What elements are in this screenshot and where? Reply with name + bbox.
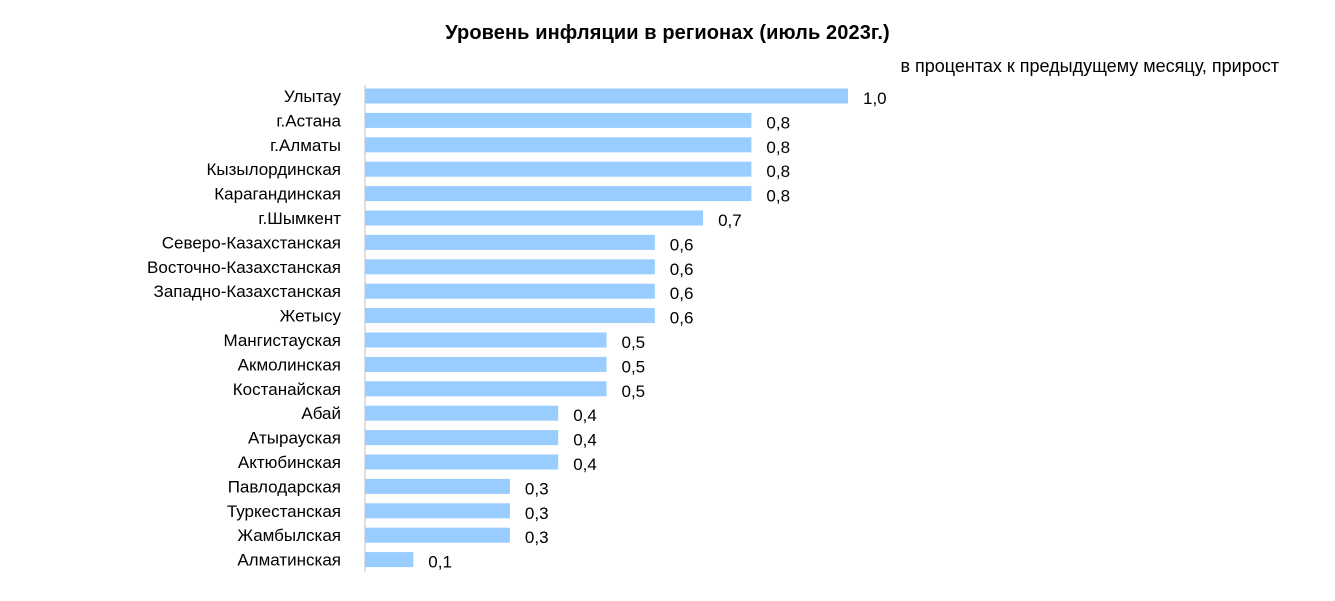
value-label-17: 0,3	[525, 504, 549, 523]
value-label-13: 0,4	[573, 406, 597, 425]
category-label-11: Акмолинская	[238, 355, 341, 374]
category-label-18: Жамбылская	[237, 526, 341, 545]
bar-15	[365, 454, 559, 470]
bar-11	[365, 356, 607, 372]
category-label-8: Западно-Казахстанская	[154, 282, 341, 301]
value-label-18: 0,3	[525, 528, 549, 547]
value-label-2: 0,8	[766, 138, 790, 157]
category-label-7: Восточно-Казахстанская	[147, 258, 341, 277]
chart-title: Уровень инфляции в регионах (июль 2023г.…	[445, 22, 890, 44]
bar-14	[365, 430, 559, 446]
value-label-19: 0,1	[428, 553, 452, 572]
bar-9	[365, 308, 655, 324]
value-label-0: 1,0	[863, 89, 887, 108]
category-label-0: Улытау	[284, 87, 342, 106]
bar-5	[365, 210, 704, 226]
category-label-9: Жетысу	[280, 307, 342, 326]
value-label-12: 0,5	[622, 382, 646, 401]
value-label-14: 0,4	[573, 431, 597, 450]
value-label-9: 0,6	[670, 309, 694, 328]
category-label-14: Атырауская	[248, 429, 341, 448]
bar-17	[365, 503, 510, 519]
category-label-17: Туркестанская	[227, 502, 341, 521]
bar-12	[365, 381, 607, 397]
value-label-11: 0,5	[622, 357, 646, 376]
bar-4	[365, 186, 752, 202]
category-labels: Улытау г.Астана г.Алматы Кызылординская Кара…	[147, 87, 342, 570]
value-label-16: 0,3	[525, 479, 549, 498]
value-label-6: 0,6	[670, 235, 694, 254]
bar-13	[365, 405, 559, 421]
bar-0	[365, 88, 848, 104]
bar-2	[365, 137, 752, 153]
category-label-15: Актюбинская	[238, 453, 341, 472]
category-label-4: Карагандинская	[214, 185, 341, 204]
category-label-19: Алматинская	[237, 551, 341, 570]
category-label-3: Кызылординская	[206, 160, 341, 179]
category-label-6: Северо-Казахстанская	[162, 233, 341, 252]
category-label-12: Костанайская	[233, 380, 341, 399]
value-label-4: 0,8	[766, 187, 790, 206]
bar-19	[365, 552, 414, 568]
bar-16	[365, 478, 510, 494]
category-label-5: г.Шымкент	[258, 209, 341, 228]
category-label-2: г.Алматы	[270, 136, 341, 155]
value-label-5: 0,7	[718, 211, 742, 230]
chart-subtitle: в процентах к предыдущему месяцу, прирос…	[900, 56, 1279, 76]
value-label-3: 0,8	[766, 162, 790, 181]
category-label-13: Абай	[301, 404, 341, 423]
bar-1	[365, 112, 752, 128]
bar-8	[365, 283, 655, 299]
bar-3	[365, 161, 752, 177]
category-label-16: Павлодарская	[228, 477, 341, 496]
bar-18	[365, 527, 510, 543]
value-label-10: 0,5	[622, 333, 646, 352]
category-label-1: г.Астана	[276, 111, 341, 130]
bar-7	[365, 259, 655, 275]
value-label-8: 0,6	[670, 284, 694, 303]
bar-6	[365, 234, 655, 250]
category-label-10: Мангистауская	[223, 331, 341, 350]
bar-10	[365, 332, 607, 348]
value-label-15: 0,4	[573, 455, 597, 474]
value-label-7: 0,6	[670, 260, 694, 279]
value-label-1: 0,8	[766, 113, 790, 132]
value-labels: 1,0 0,8 0,8 0,8 0,8 0,7 0,6 0,6 0,6 0,6 0,5 0,5 0,5 0…	[428, 89, 886, 572]
bars-group	[365, 88, 848, 568]
